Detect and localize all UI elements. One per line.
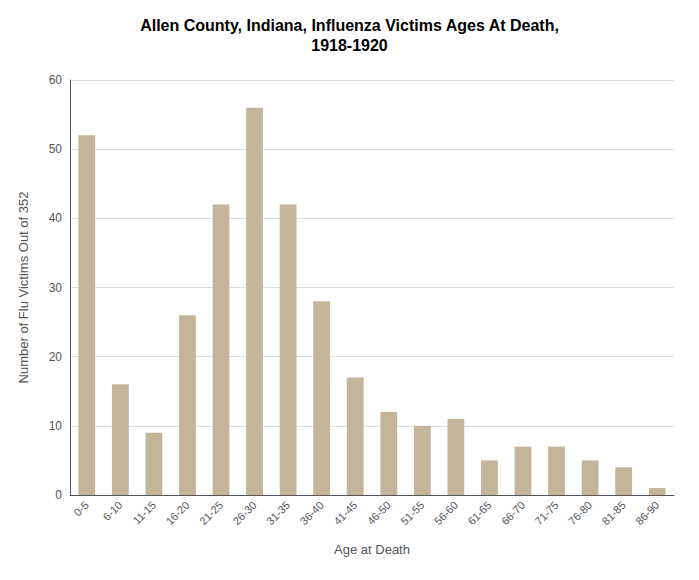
svg-text:41-45: 41-45	[331, 499, 359, 527]
svg-text:20: 20	[49, 350, 63, 364]
svg-text:50: 50	[49, 142, 63, 156]
svg-text:61-65: 61-65	[465, 499, 493, 527]
svg-text:66-70: 66-70	[499, 499, 527, 527]
svg-text:16-20: 16-20	[163, 499, 191, 527]
svg-text:Number of Flu Victims Out of 3: Number of Flu Victims Out of 352	[16, 192, 31, 384]
svg-text:26-30: 26-30	[230, 499, 258, 527]
svg-text:30: 30	[49, 281, 63, 295]
svg-text:11-15: 11-15	[130, 499, 158, 527]
svg-text:Age at Death: Age at Death	[334, 542, 410, 557]
svg-text:81-85: 81-85	[600, 499, 628, 527]
svg-text:1918-1920: 1918-1920	[311, 37, 388, 54]
svg-text:6-10: 6-10	[101, 499, 125, 523]
svg-text:76-80: 76-80	[566, 499, 594, 527]
svg-text:Allen County, Indiana, Influen: Allen County, Indiana, Influenza Victims…	[140, 17, 559, 34]
svg-text:86-90: 86-90	[633, 499, 661, 527]
svg-text:51-55: 51-55	[398, 499, 426, 527]
svg-text:0-5: 0-5	[71, 499, 91, 519]
svg-text:60: 60	[49, 73, 63, 87]
svg-text:71-75: 71-75	[532, 499, 560, 527]
svg-text:21-25: 21-25	[197, 499, 225, 527]
svg-text:40: 40	[49, 211, 63, 225]
svg-text:36-40: 36-40	[298, 499, 326, 527]
svg-text:31-35: 31-35	[264, 499, 292, 527]
svg-text:56-60: 56-60	[432, 499, 460, 527]
svg-text:46-50: 46-50	[365, 499, 393, 527]
svg-text:0: 0	[55, 488, 62, 502]
svg-text:10: 10	[49, 419, 63, 433]
